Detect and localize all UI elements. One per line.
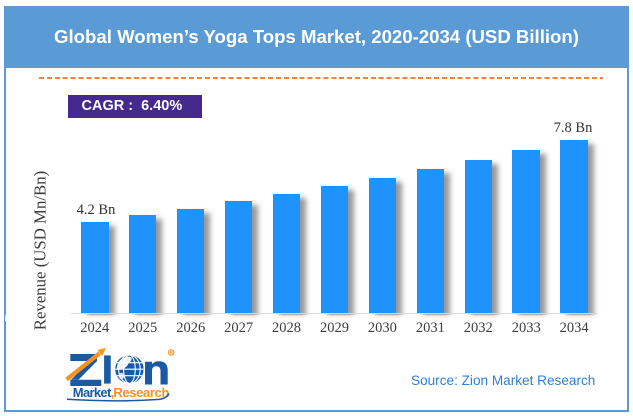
svg-text:R: R bbox=[170, 350, 174, 355]
svg-text:Market,Research: Market,Research bbox=[73, 385, 170, 400]
